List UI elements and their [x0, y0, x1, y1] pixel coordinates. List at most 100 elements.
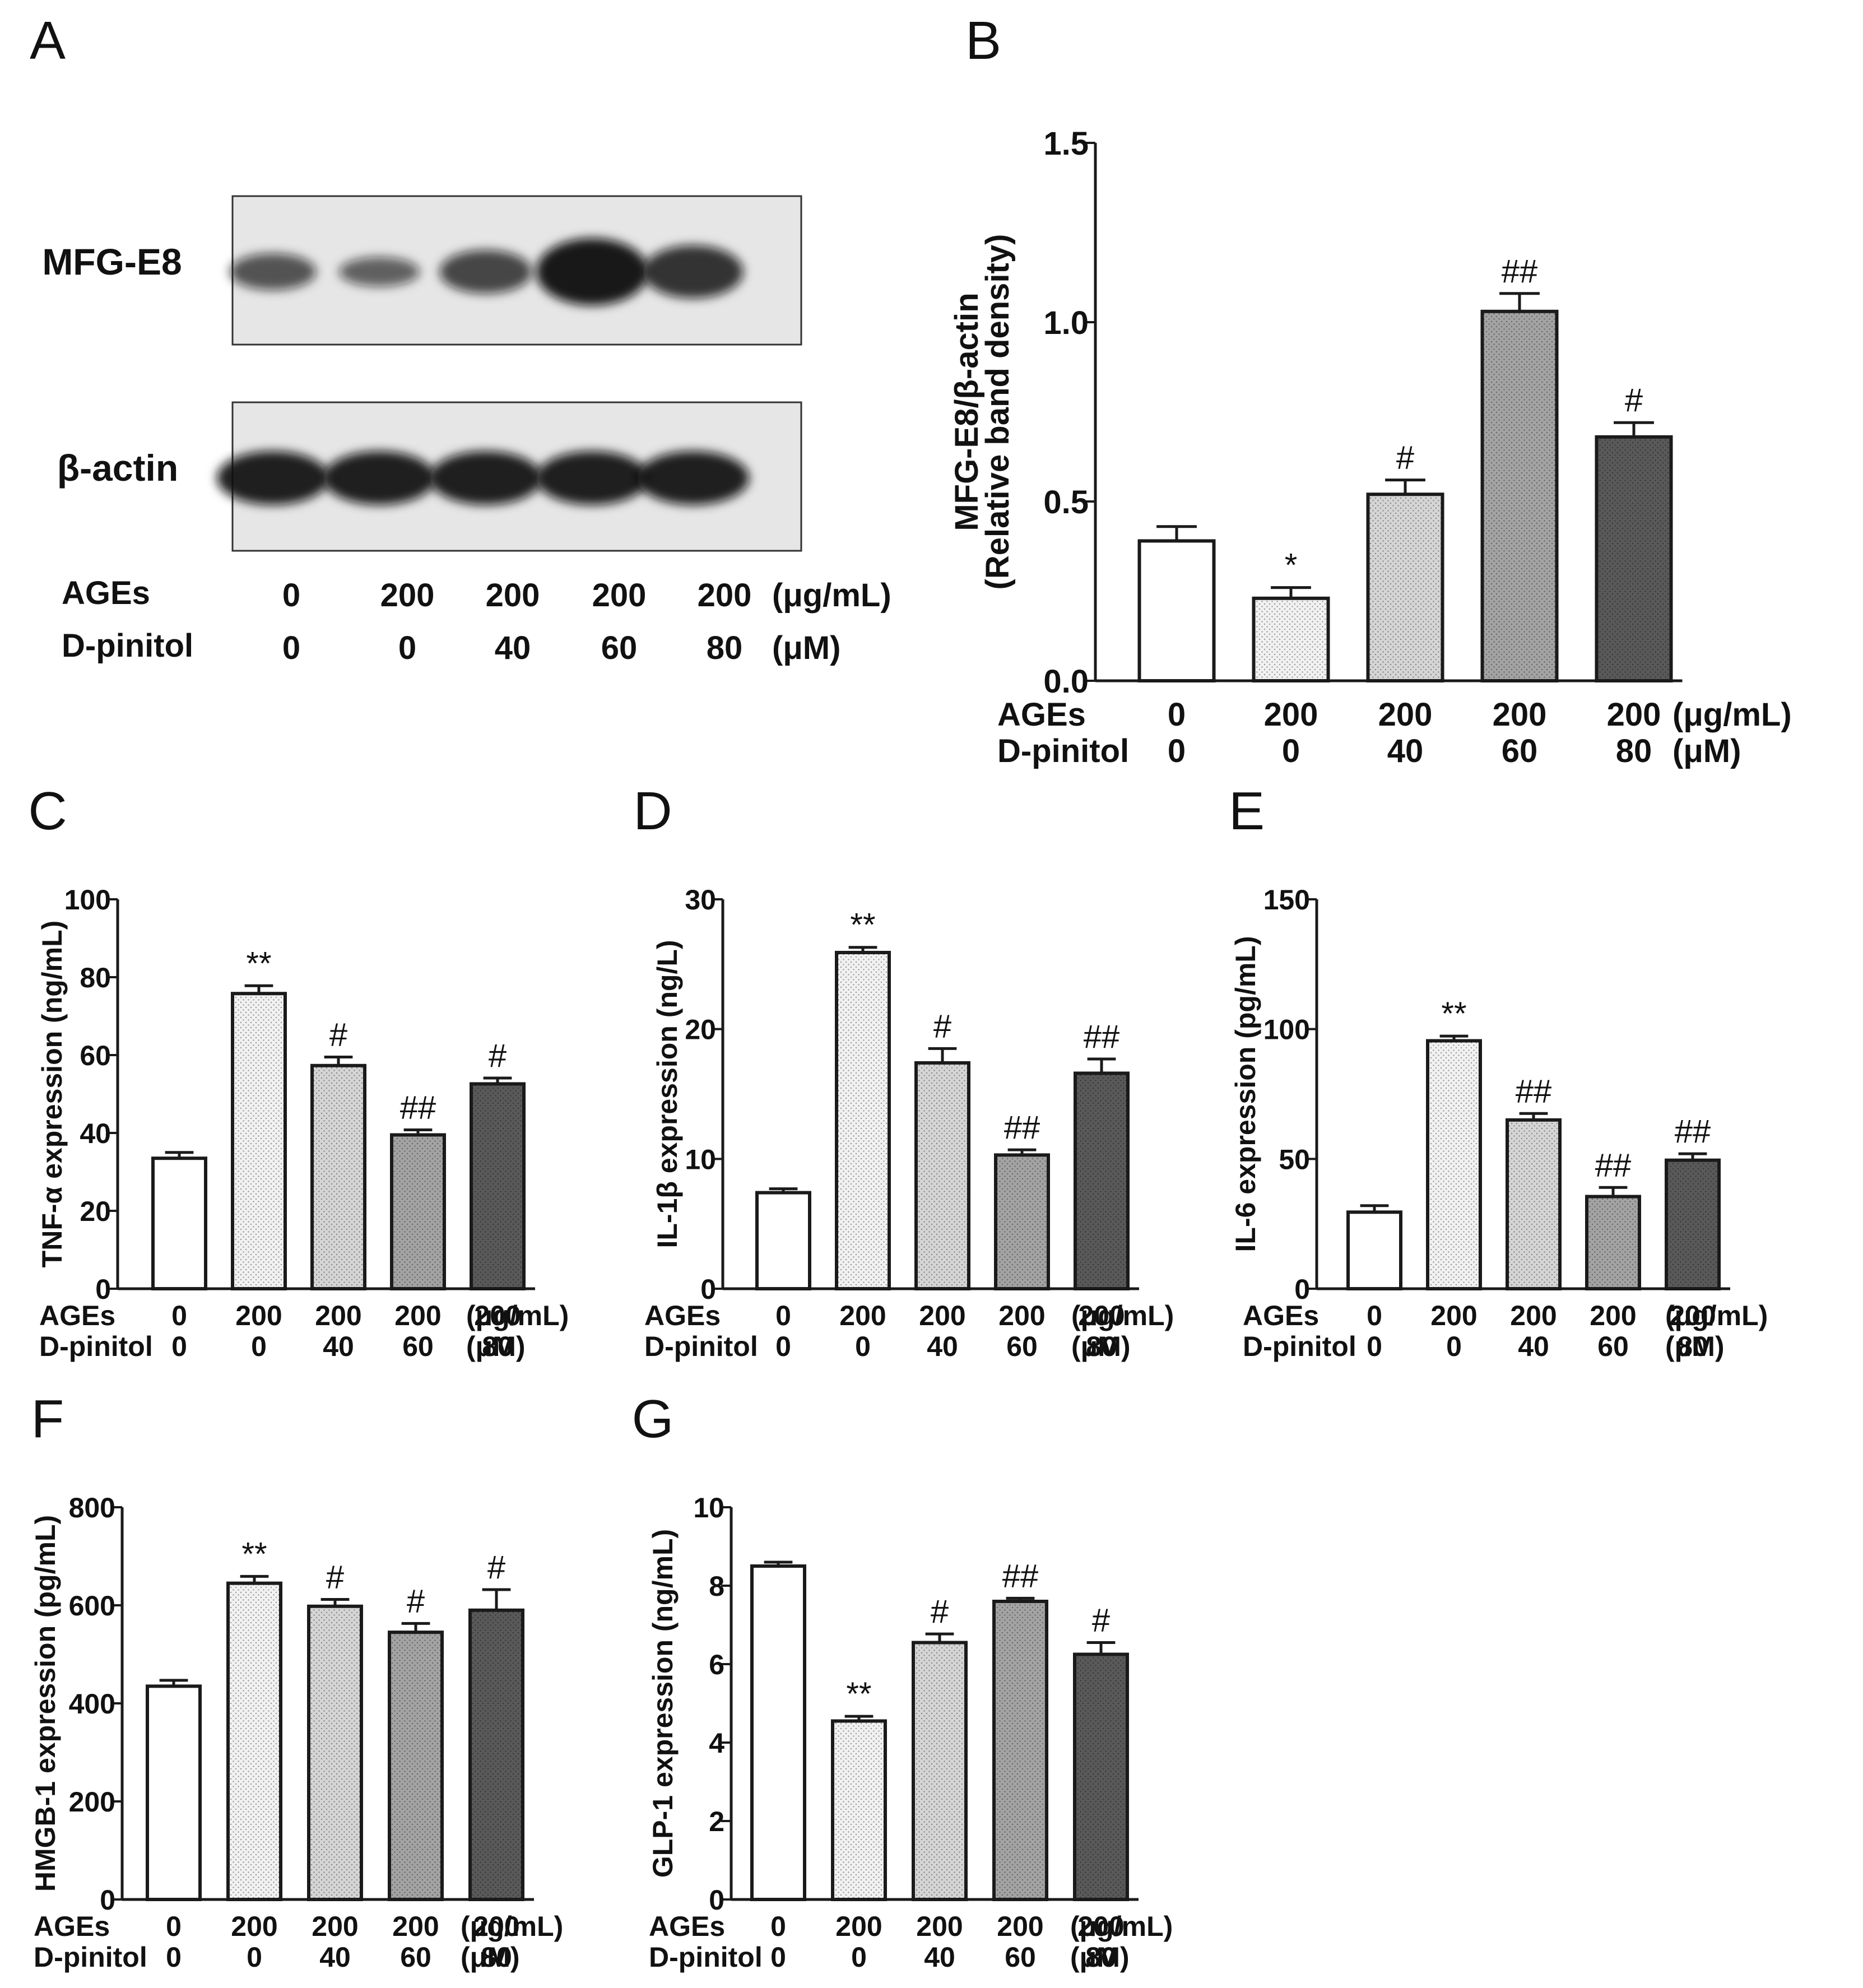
y-tick-label: 10: [685, 1144, 716, 1175]
pinitol-label: D-pinitol: [997, 733, 1129, 769]
y-tick-label: 400: [69, 1688, 115, 1720]
y-tick-label: 4: [709, 1727, 724, 1759]
pinitol-value: 0: [1446, 1331, 1462, 1362]
bar-texture: [1588, 1198, 1638, 1287]
bar-texture: [1509, 1121, 1558, 1287]
bar-texture: [1077, 1075, 1126, 1287]
ages-unit: (μg/mL): [1672, 696, 1792, 733]
y-tick-label: 150: [1263, 884, 1310, 916]
ages-value: 200: [235, 1300, 282, 1331]
y-axis-label: MFG-E8/β-actin: [949, 292, 985, 531]
pinitol-unit: (μM): [1070, 1941, 1130, 1973]
western-blot-panel: MFG-E8 β-actin AGEs D-pinitol 0 0 200 0 200 40 200…: [42, 195, 891, 666]
pinitol-value: 0: [398, 630, 416, 666]
significance-marker: #: [931, 1594, 949, 1630]
significance-marker: ##: [1002, 1558, 1039, 1594]
y-axis-label: TNF-α expression (ng/mL): [36, 921, 68, 1268]
ages-label: AGEs: [1243, 1300, 1319, 1331]
ages-value: 200: [473, 1911, 519, 1942]
y-tick-label: 30: [685, 884, 716, 916]
pinitol-value: 60: [1502, 733, 1538, 769]
bar-texture: [1429, 1042, 1479, 1287]
pinitol-value: 0: [247, 1941, 262, 1973]
pinitol-label: D-pinitol: [39, 1331, 153, 1362]
pinitol-label: D-pinitol: [644, 1331, 758, 1362]
bar: [755, 1191, 811, 1290]
y-tick-label: 0: [709, 1884, 724, 1916]
ages-value: 200: [916, 1911, 963, 1942]
pinitol-value: 0: [171, 1331, 187, 1362]
ages-value: 200: [698, 577, 752, 614]
pinitol-unit: (μM): [1672, 733, 1741, 769]
pinitol-value: 40: [319, 1941, 351, 1973]
pinitol-value: 0: [166, 1941, 182, 1973]
bar: [750, 1564, 806, 1901]
ages-value: 200: [592, 577, 647, 614]
y-tick-label: 20: [685, 1014, 716, 1046]
y-tick-label: 80: [80, 962, 111, 993]
ages-value: 200: [1264, 696, 1318, 733]
bar-texture: [1598, 438, 1670, 679]
ages-value: 200: [1430, 1300, 1477, 1331]
pinitol-value: 40: [1518, 1331, 1549, 1362]
y-axis-label: HMGB-1 expression (pg/mL): [30, 1515, 61, 1892]
ages-value: 0: [1367, 1300, 1382, 1331]
pinitol-value: 80: [1677, 1331, 1708, 1362]
bar: [146, 1684, 202, 1901]
blot-band: [536, 238, 648, 305]
pinitol-value: 60: [1005, 1941, 1036, 1973]
significance-marker: ##: [1675, 1113, 1711, 1150]
ages-value: 0: [1168, 696, 1186, 733]
significance-marker: #: [933, 1008, 951, 1044]
significance-marker: ##: [400, 1089, 436, 1126]
y-axis-label: GLP-1 expression (ng/mL): [647, 1529, 679, 1878]
significance-marker: #: [1396, 440, 1414, 476]
bar-texture: [234, 995, 284, 1287]
blot-band: [536, 451, 648, 505]
blot-band: [430, 451, 542, 505]
ages-value: 200: [919, 1300, 965, 1331]
ages-value: 200: [1607, 696, 1661, 733]
bar-texture: [997, 1156, 1047, 1287]
pinitol-label: D-pinitol: [649, 1941, 763, 1973]
panel-letter: F: [31, 1389, 64, 1449]
y-tick-label: 60: [80, 1040, 111, 1071]
pinitol-value: 80: [1086, 1331, 1117, 1362]
bar-texture: [1255, 600, 1327, 679]
ages-value: 200: [231, 1911, 277, 1942]
ages-unit: (μg/mL): [1665, 1300, 1768, 1331]
pinitol-value: 60: [1597, 1331, 1629, 1362]
significance-marker: **: [846, 1676, 871, 1712]
pinitol-value: 40: [927, 1331, 958, 1362]
ages-unit: (μg/mL): [466, 1300, 569, 1331]
ages-label: AGEs: [34, 1911, 110, 1942]
bar-texture: [310, 1608, 360, 1898]
significance-marker: #: [407, 1583, 425, 1619]
panel-letter: C: [28, 781, 67, 841]
significance-marker: #: [489, 1038, 507, 1074]
ages-label: AGEs: [649, 1911, 725, 1942]
significance-marker: ##: [1502, 253, 1538, 290]
ages-value: 200: [835, 1911, 882, 1942]
y-tick-label: 100: [1263, 1014, 1310, 1046]
ages-unit: (μg/mL): [772, 577, 891, 614]
pinitol-value: 80: [707, 630, 743, 666]
significance-marker: ##: [1516, 1073, 1552, 1109]
y-tick-label: 10: [693, 1492, 724, 1523]
ages-label: AGEs: [62, 575, 150, 611]
ages-label: AGEs: [997, 696, 1086, 733]
y-tick-label: 20: [80, 1196, 111, 1227]
ages-value: 0: [775, 1300, 791, 1331]
pinitol-value: 60: [402, 1331, 434, 1362]
bar-texture: [915, 1644, 964, 1898]
y-axis-label-line2: (Relative band density): [979, 234, 1016, 590]
significance-marker: **: [1441, 996, 1466, 1032]
panel-letter: A: [30, 11, 66, 71]
panel-letter: D: [633, 781, 672, 841]
ages-value: 200: [1510, 1300, 1557, 1331]
significance-marker: #: [329, 1016, 347, 1053]
ages-value: 200: [312, 1911, 358, 1942]
